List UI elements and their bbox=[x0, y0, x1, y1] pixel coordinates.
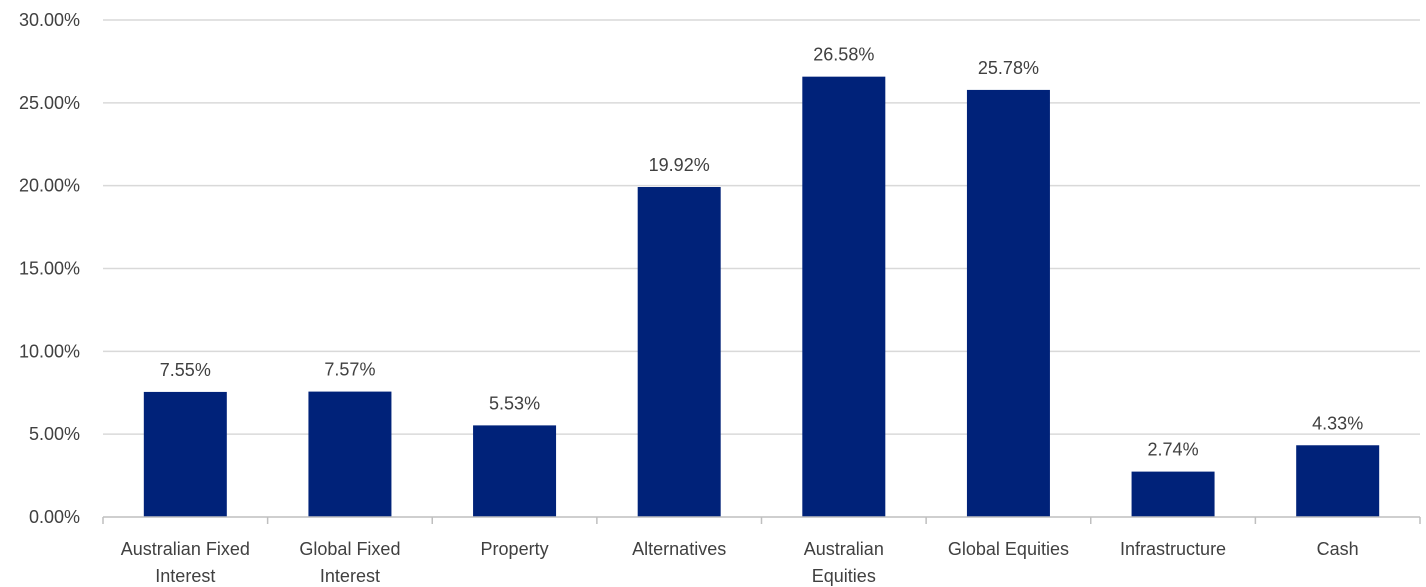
y-tick-label: 10.00% bbox=[19, 341, 80, 361]
x-category-label: Property bbox=[481, 539, 549, 559]
data-label: 26.58% bbox=[813, 45, 874, 65]
bar bbox=[473, 425, 557, 517]
bar bbox=[802, 76, 886, 518]
x-category-label: Australian Fixed Interest bbox=[121, 539, 250, 586]
x-category-label: Australian Equities bbox=[804, 539, 884, 586]
data-label: 2.74% bbox=[1148, 440, 1199, 460]
x-category-label: Alternatives bbox=[632, 539, 726, 559]
data-label: 4.33% bbox=[1312, 413, 1363, 433]
data-label: 25.78% bbox=[978, 58, 1039, 78]
x-category-label: Global Fixed Interest bbox=[299, 539, 400, 586]
bar bbox=[308, 391, 392, 517]
data-label: 7.55% bbox=[160, 360, 211, 380]
bar bbox=[143, 391, 227, 517]
y-axis-tick-labels: 0.00% 5.00% 10.00% 15.00% 20.00% 25.00% 30.00% bbox=[19, 10, 80, 527]
x-axis-category-labels: Australian Fixed Interest Global Fixed Inte… bbox=[121, 539, 1359, 586]
bar bbox=[637, 186, 721, 517]
gridlines bbox=[103, 19, 1420, 435]
bar bbox=[966, 89, 1050, 518]
x-category-label: Global Equities bbox=[948, 539, 1069, 559]
bar bbox=[1296, 445, 1380, 517]
y-tick-label: 30.00% bbox=[19, 10, 80, 30]
x-category-label: Cash bbox=[1317, 539, 1359, 559]
y-tick-label: 25.00% bbox=[19, 93, 80, 113]
data-labels: 7.55% 7.57% 5.53% 19.92% 26.58% 25.78% 2.74% 4.… bbox=[160, 45, 1363, 460]
y-tick-label: 5.00% bbox=[29, 424, 80, 444]
y-tick-label: 15.00% bbox=[19, 259, 80, 279]
y-tick-label: 0.00% bbox=[29, 507, 80, 527]
data-label: 5.53% bbox=[489, 393, 540, 413]
data-label: 19.92% bbox=[649, 155, 710, 175]
y-tick-label: 20.00% bbox=[19, 176, 80, 196]
x-axis bbox=[102, 516, 1421, 524]
bars bbox=[143, 76, 1380, 518]
x-category-label: Infrastructure bbox=[1120, 539, 1226, 559]
data-label: 7.57% bbox=[324, 360, 375, 380]
bar bbox=[1131, 471, 1215, 517]
